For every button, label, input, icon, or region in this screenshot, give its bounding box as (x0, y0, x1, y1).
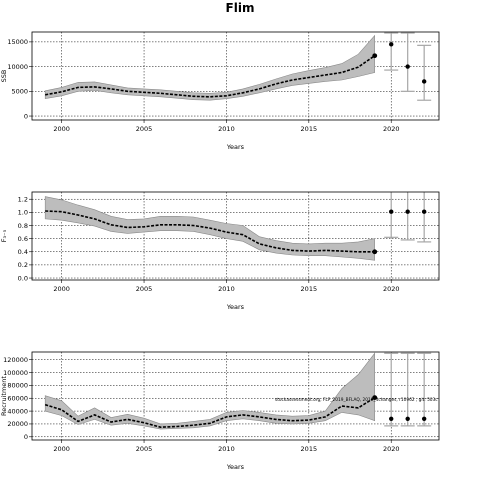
plot-frame (31, 191, 440, 281)
y-tick-label: 0.4 (18, 248, 28, 256)
y-tick-label: 1.0 (18, 209, 28, 217)
x-tick-label: 2015 (301, 125, 318, 133)
estimate-line (45, 55, 376, 98)
y-tick-label: 60000 (7, 395, 28, 403)
y-tick-label: 0.0 (18, 274, 28, 282)
confidence-band (44, 352, 376, 430)
x-tick-label: 2000 (53, 285, 70, 293)
y-tick-label: 15000 (7, 38, 28, 46)
plot-frame (31, 351, 440, 441)
plot-frame (31, 31, 440, 121)
y-axis-label: Recruitment (0, 376, 8, 416)
forecast-point (405, 64, 410, 69)
y-tick-label: 40000 (7, 407, 28, 415)
x-tick-label: 2020 (383, 445, 400, 453)
y-tick-label: 0.8 (18, 222, 28, 230)
y-tick-label: 10000 (7, 63, 28, 71)
y-axis-label: SSB (0, 70, 8, 83)
estimate-line (45, 210, 375, 253)
x-tick-label: 2010 (218, 285, 235, 293)
panel-1: 2000 2005 2010 2015 2020 0 5000 10000 15000 Years… (0, 31, 440, 151)
x-axis-label: Years (226, 143, 245, 151)
y-tick-label: 0 (24, 433, 28, 441)
x-tick-label: 2015 (301, 445, 318, 453)
panel-2: 2000 2005 2010 2015 2020 0.0 0.2 0.4 0.6 0.8 1.0 1.… (0, 191, 440, 311)
x-tick-label: 2020 (383, 125, 400, 133)
y-tick-label: 20000 (7, 420, 28, 428)
chart-title: Flim (225, 1, 255, 15)
data-point (372, 249, 378, 255)
data-point (372, 53, 378, 59)
panel-3: 2000 2005 2010 2015 2020 0 20000 40000 60000 8000… (0, 351, 440, 471)
estimate-line (44, 396, 376, 429)
y-tick-label: 0.6 (18, 235, 28, 243)
y-tick-label: 5000 (11, 88, 28, 96)
x-axis-label: Years (226, 303, 245, 311)
data-point (372, 395, 378, 401)
y-tick-label: 120000 (3, 356, 28, 364)
x-tick-label: 2000 (53, 125, 70, 133)
y-tick-label: 0 (24, 112, 28, 120)
x-tick-label: 2005 (136, 285, 153, 293)
forecast-point (389, 416, 394, 422)
x-tick-label: 2015 (301, 285, 318, 293)
forecast-point (389, 209, 394, 214)
annotation-text: stockassessment.org, FLP_2019_BFLAQ, 201… (275, 397, 438, 403)
y-tick-label: 80000 (7, 382, 28, 390)
y-tick-label: 0.2 (18, 261, 28, 269)
x-tick-label: 2020 (383, 285, 400, 293)
x-axis-label: Years (226, 463, 245, 471)
y-tick-label: 1.2 (18, 196, 28, 204)
x-tick-label: 2005 (136, 125, 153, 133)
y-axis-label: F₃₋₅ (0, 229, 8, 242)
forecast-point (421, 209, 427, 214)
forecast-point (421, 79, 427, 84)
x-tick-label: 2010 (218, 445, 235, 453)
x-tick-label: 2010 (218, 125, 235, 133)
forecast-point (389, 42, 394, 47)
confidence-band (44, 34, 376, 101)
forecast-point (405, 416, 410, 422)
x-tick-label: 2005 (136, 445, 153, 453)
forecast-point (421, 416, 427, 422)
y-tick-label: 100000 (3, 369, 28, 377)
forecast-point (405, 209, 410, 214)
x-tick-label: 2000 (53, 445, 70, 453)
